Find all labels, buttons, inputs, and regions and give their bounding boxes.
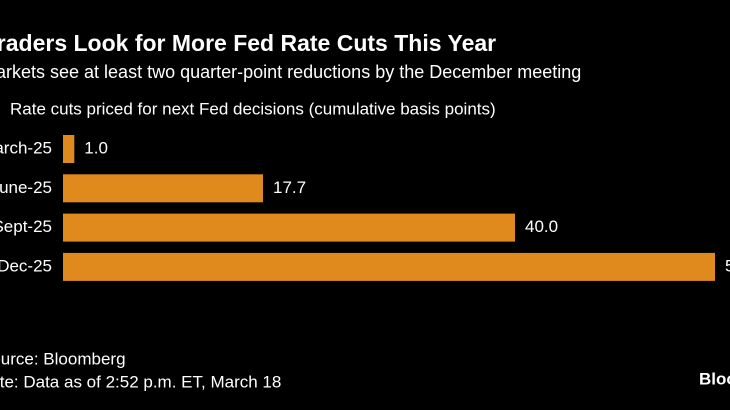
y-tick-label: Dec-25 (0, 256, 52, 275)
chart-title: Traders Look for More Fed Rate Cuts This… (0, 30, 496, 56)
chart-subtitle: Markets see at least two quarter-point r… (0, 62, 581, 82)
bar (63, 252, 716, 281)
note: Note: Data as of 2:52 p.m. ET, March 18 (0, 372, 281, 391)
y-tick-label: March-25 (0, 138, 52, 157)
value-label: 17.7 (273, 178, 306, 197)
brand: Bloomberg (699, 369, 730, 388)
axis-label: Rate cuts priced for next Fed decisions … (10, 99, 496, 118)
bar (63, 213, 515, 242)
source: Source: Bloomberg (0, 349, 126, 368)
value-label: 57.7 (725, 256, 730, 275)
y-tick-label: June-25 (0, 178, 52, 197)
y-tick-label: Sept-25 (0, 217, 52, 236)
bar (63, 174, 264, 203)
value-label: 40.0 (525, 217, 558, 236)
value-label: 1.0 (84, 138, 108, 157)
bar (63, 135, 75, 163)
